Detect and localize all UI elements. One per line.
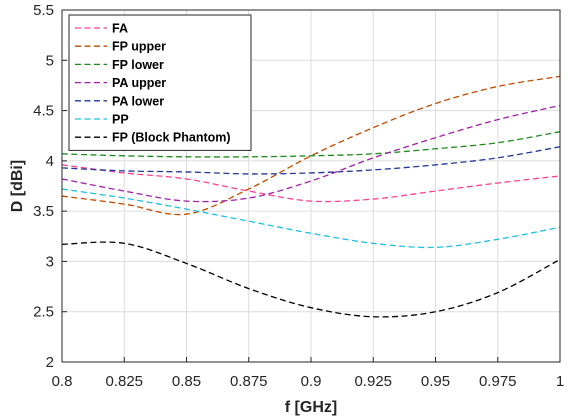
series-line-pa-lower bbox=[61, 146, 561, 175]
series-lines bbox=[61, 75, 561, 318]
legend-entry-label: PA upper bbox=[112, 76, 166, 90]
y-tick-label: 5.5 bbox=[33, 2, 54, 19]
x-axis-label: f [GHz] bbox=[285, 399, 337, 416]
series-line-fp-lower bbox=[61, 131, 561, 158]
legend-entry-label: FA bbox=[112, 22, 128, 36]
y-tick-label: 2 bbox=[46, 354, 54, 371]
x-tick-label: 0.975 bbox=[479, 373, 517, 390]
legend: FA FP upper FP lower PA upper PA lower PP FP (… bbox=[68, 14, 252, 151]
x-tick-label: 0.9 bbox=[301, 373, 322, 390]
legend-entry-label: FP lower bbox=[112, 58, 164, 72]
y-tick-label: 4 bbox=[46, 153, 54, 170]
x-tick-label: 0.8 bbox=[52, 373, 73, 390]
y-tick-label: 3 bbox=[46, 253, 54, 270]
y-tick-label: 4.5 bbox=[33, 103, 54, 120]
series-line-fp-upper bbox=[61, 75, 561, 216]
series-line-fp-block-phantom bbox=[61, 241, 561, 318]
legend-entry-label: PA lower bbox=[112, 94, 164, 108]
series-line-pp bbox=[61, 188, 561, 249]
y-tick-label: 3.5 bbox=[33, 203, 54, 220]
x-tick-label: 0.95 bbox=[421, 373, 450, 390]
y-tick-label: 5 bbox=[46, 52, 54, 69]
series-line-fa bbox=[61, 164, 561, 203]
y-tick-label: 2.5 bbox=[33, 304, 54, 321]
legend-entry-label: FP upper bbox=[112, 40, 166, 54]
y-axis-label: D [dBi] bbox=[9, 160, 26, 212]
x-tick-label: 0.85 bbox=[172, 373, 201, 390]
x-tick-label: 0.925 bbox=[354, 373, 392, 390]
series-line-pa-upper bbox=[61, 104, 561, 203]
axis-ticks: 0.8 0.825 0.85 0.875 0.9 0.925 0.95 0.975 1 2 2.5 3… bbox=[33, 2, 564, 390]
x-tick-label: 0.875 bbox=[230, 373, 268, 390]
x-tick-label: 0.825 bbox=[105, 373, 143, 390]
legend-entry-label: PP bbox=[112, 113, 129, 127]
legend-entry-label: FP (Block Phantom) bbox=[112, 131, 231, 145]
x-tick-label: 1 bbox=[556, 373, 564, 390]
